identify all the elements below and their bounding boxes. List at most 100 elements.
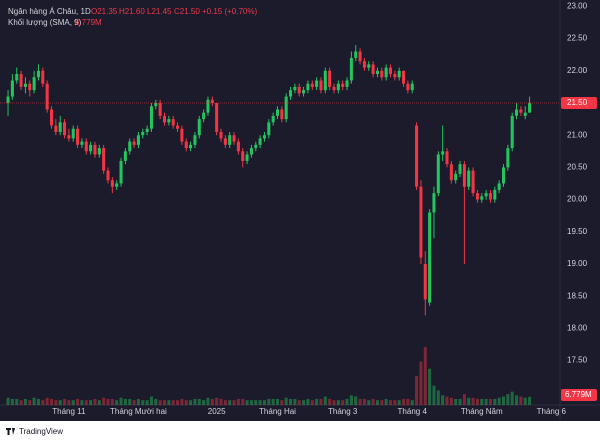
y-tick-label: 19.50 xyxy=(567,227,588,236)
y-tick-label: 17.50 xyxy=(567,356,588,365)
candle-body xyxy=(145,128,149,132)
candle-body xyxy=(332,86,336,91)
volume-bar xyxy=(162,400,167,405)
volume-bar xyxy=(441,395,445,405)
candle-body xyxy=(206,99,210,113)
volume-bar xyxy=(336,400,340,405)
y-tick-label: 21.00 xyxy=(567,130,588,139)
volume-bar xyxy=(171,400,175,405)
candle-body xyxy=(71,128,75,139)
candle-body xyxy=(258,138,262,145)
volume-bar xyxy=(419,361,423,405)
candle-body xyxy=(432,193,436,213)
candle-body xyxy=(54,125,58,132)
candle-body xyxy=(154,103,158,107)
volume-bar xyxy=(236,398,240,405)
volume-title: Khối lượng (SMA, 9) xyxy=(8,18,82,27)
volume-bar xyxy=(519,396,523,405)
candle-body xyxy=(36,70,40,78)
candle-body xyxy=(328,70,332,87)
candle-body xyxy=(193,135,197,145)
volume-bar xyxy=(184,400,188,405)
candle-body xyxy=(262,135,266,139)
candle-body xyxy=(280,109,284,120)
volume-bar xyxy=(358,398,362,405)
volume-bar xyxy=(32,397,36,405)
candle-body xyxy=(63,122,67,136)
volume-bar xyxy=(15,398,19,405)
candle-body xyxy=(210,99,214,104)
candle-body xyxy=(341,83,345,87)
y-tick-label: 19.00 xyxy=(567,259,588,268)
candle-body xyxy=(67,135,71,139)
volume-bar xyxy=(262,400,266,405)
candle-body xyxy=(523,112,527,116)
low-value: L21.45 xyxy=(147,7,172,16)
volume-bar xyxy=(275,398,280,405)
volume-bar xyxy=(493,398,497,405)
candle-body xyxy=(289,90,293,97)
volume-bar xyxy=(36,398,40,405)
volume-bar xyxy=(93,398,97,405)
volume-bar xyxy=(158,400,162,405)
candle-body xyxy=(349,57,353,81)
candle-body xyxy=(319,80,323,91)
volume-bar xyxy=(462,394,466,405)
volume-bar xyxy=(510,391,514,405)
volume-bar xyxy=(97,400,101,405)
candle-body xyxy=(384,67,388,78)
volume-bar xyxy=(123,398,127,405)
y-tick-label: 20.00 xyxy=(567,195,588,204)
candle-body xyxy=(232,135,236,142)
volume-bar xyxy=(180,398,184,405)
volume-bar xyxy=(384,398,388,405)
candle-body xyxy=(106,170,110,181)
candle-body xyxy=(254,144,258,149)
candle-body xyxy=(102,148,106,171)
candle-body xyxy=(23,83,27,87)
volume-bar xyxy=(323,396,327,405)
volume-bar xyxy=(302,400,306,405)
volume-bar xyxy=(19,400,23,405)
candle-body xyxy=(397,70,401,78)
candle-body xyxy=(249,148,253,155)
candle-body xyxy=(162,115,167,123)
volume-bar xyxy=(497,397,501,405)
candle-body xyxy=(510,115,514,149)
volume-bar xyxy=(388,400,393,405)
candle-body xyxy=(410,83,414,91)
candle-body xyxy=(219,131,223,139)
candle-body xyxy=(123,151,127,161)
volume-bar xyxy=(319,398,323,405)
volume-bar xyxy=(106,398,110,405)
volume-label: 6.779M xyxy=(565,390,592,399)
candle-body xyxy=(501,167,506,184)
volume-bar xyxy=(245,400,249,405)
candle-body xyxy=(506,148,510,168)
volume-bar xyxy=(506,394,510,405)
candle-body xyxy=(441,151,445,155)
candle-body xyxy=(436,154,440,194)
y-tick-label: 18.50 xyxy=(567,291,588,300)
volume-bar xyxy=(293,398,297,405)
candle-body xyxy=(215,103,219,132)
candle-body xyxy=(158,103,162,116)
candle-body xyxy=(449,164,453,181)
volume-bar xyxy=(128,398,132,405)
candle-body xyxy=(293,86,297,91)
volume-bar xyxy=(71,400,75,405)
volume-bar xyxy=(45,397,49,405)
volume-bar xyxy=(271,398,275,405)
candle-body xyxy=(358,51,362,62)
candle-body xyxy=(462,164,466,187)
volume-bar xyxy=(375,400,379,405)
candle-body xyxy=(245,154,249,161)
candle-body xyxy=(515,109,519,116)
high-value: H21.60 xyxy=(119,7,145,16)
volume-bar xyxy=(84,400,88,405)
volume-bar xyxy=(402,398,406,405)
candle-body xyxy=(497,183,501,190)
candle-body xyxy=(119,160,123,184)
candle-body xyxy=(132,141,136,145)
candle-body xyxy=(493,189,497,200)
